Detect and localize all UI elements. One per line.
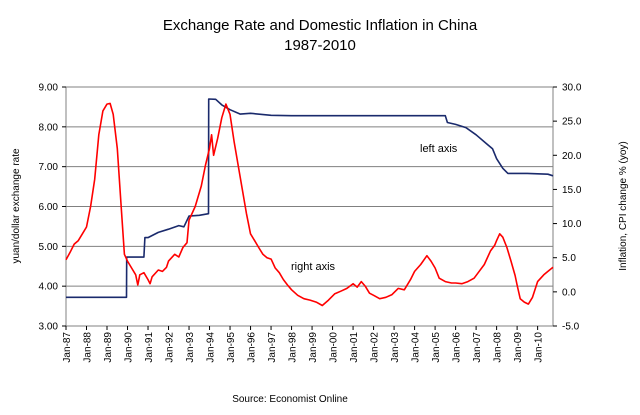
x-axis-tick-label: Jan-06 [452, 332, 463, 363]
x-axis-tick-label: Jan-94 [206, 332, 217, 363]
chart-title: Exchange Rate and Domestic Inflation in … [163, 17, 478, 34]
left-axis-tick-label: 5.00 [39, 242, 59, 253]
source-note: Source: Economist Online [232, 394, 348, 405]
x-axis-tick-label: Jan-95 [226, 332, 237, 363]
x-axis-tick-label: Jan-93 [185, 332, 196, 363]
left-axis-annotation: left axis [420, 143, 458, 155]
x-axis-tick-label: Jan-97 [267, 332, 278, 363]
left-axis-tick-label: 3.00 [39, 322, 59, 333]
x-axis-tick-label: Jan-03 [390, 332, 401, 363]
left-axis-label: yuan/dollar exchange rate [11, 148, 22, 264]
x-axis-tick-label: Jan-02 [370, 332, 381, 363]
left-axis-tick-label: 4.00 [39, 282, 59, 293]
right-axis-annotation: right axis [291, 261, 336, 273]
left-axis-tick-label: 7.00 [39, 162, 59, 173]
right-axis-tick-label: 0.0 [562, 287, 576, 298]
inflation-line [65, 102, 554, 307]
x-axis-tick-label: Jan-87 [62, 332, 73, 363]
x-axis-tick-label: Jan-92 [165, 332, 176, 363]
right-axis-tick-label: 10.0 [562, 219, 582, 230]
chart-subtitle: 1987-2010 [284, 37, 356, 54]
right-axis-tick-label: 25.0 [562, 117, 582, 128]
x-axis-tick-label: Jan-09 [513, 332, 524, 363]
right-axis-tick-label: 15.0 [562, 185, 582, 196]
x-axis-tick-label: Jan-10 [534, 332, 545, 363]
x-axis-tick-label: Jan-88 [83, 332, 94, 363]
x-axis-tick-label: Jan-99 [308, 332, 319, 363]
left-axis-tick-label: 8.00 [39, 122, 59, 133]
x-axis-tick-label: Jan-05 [431, 332, 442, 363]
left-axis-tick-label: 9.00 [39, 83, 59, 94]
x-axis-tick-label: Jan-89 [103, 332, 114, 363]
x-axis-tick-label: Jan-04 [411, 332, 422, 363]
right-axis-tick-label: 20.0 [562, 151, 582, 162]
exchange-rate-line [66, 98, 554, 299]
left-axis-tick-label: 6.00 [39, 202, 59, 213]
x-axis-tick-label: Jan-07 [472, 332, 483, 363]
right-axis-tick-label: -5.0 [562, 322, 580, 333]
right-axis-label: Inflation, CPI change % (yoy) [618, 141, 629, 271]
x-axis-tick-label: Jan-00 [329, 332, 340, 363]
x-axis-tick-label: Jan-98 [288, 332, 299, 363]
right-axis-tick-label: 30.0 [562, 83, 582, 94]
x-axis-tick-label: Jan-96 [247, 332, 258, 363]
x-axis-tick-label: Jan-01 [349, 332, 360, 363]
plot-area: 3.00 4.00 5.00 6.00 7.00 8.00 9.00 -5.0 0.0 5.0 10… [39, 83, 582, 363]
right-axis-tick-label: 5.0 [562, 253, 576, 264]
x-axis-tick-label: Jan-91 [144, 332, 155, 363]
x-axis-tick-label: Jan-90 [124, 332, 135, 363]
x-axis-tick-label: Jan-08 [493, 332, 504, 363]
